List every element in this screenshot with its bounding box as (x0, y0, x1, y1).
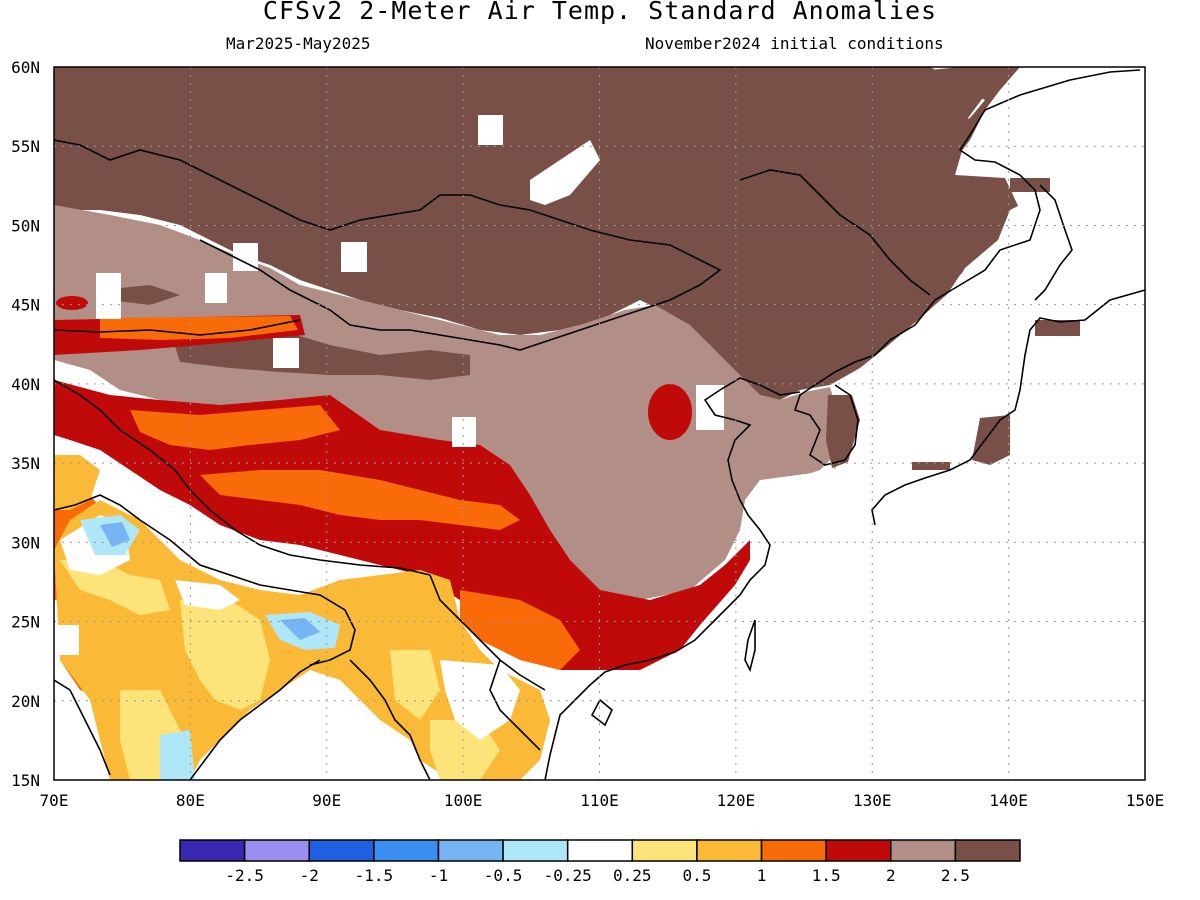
longitude-label: 130E (853, 791, 892, 810)
latitude-label: 60N (11, 58, 40, 77)
legend-label: -0.25 (544, 866, 592, 885)
legend-swatch (631, 839, 698, 862)
latitude-label: 20N (11, 692, 40, 711)
anomaly-region-dark-brown (54, 67, 1050, 400)
latitude-label: 40N (11, 375, 40, 394)
longitude-label: 140E (989, 791, 1028, 810)
legend-swatch (437, 839, 504, 862)
latitude-label: 30N (11, 533, 40, 552)
longitude-label: 150E (1126, 791, 1165, 810)
legend-swatch (954, 839, 1021, 862)
forecast-period: Mar2025-May2025 (226, 34, 371, 53)
legend-label: 0.5 (682, 866, 711, 885)
latitude-label: 45N (11, 296, 40, 315)
legend-swatch (243, 839, 310, 862)
latitude-label: 55N (11, 137, 40, 156)
longitude-label: 80E (176, 791, 205, 810)
color-legend (179, 839, 1021, 862)
legend-swatch (373, 839, 440, 862)
legend-swatch (179, 839, 246, 862)
legend-label: 0.25 (613, 866, 652, 885)
legend-label: -2.5 (225, 866, 264, 885)
legend-swatch (696, 839, 763, 862)
longitude-labels: 70E 80E 90E 100E 110E 120E 130E 140E 150E (40, 791, 1165, 810)
latitude-labels: 60N 55N 50N 45N 40N 35N 30N 25N 20N 15N (11, 58, 40, 790)
initial-conditions: November2024 initial conditions (645, 34, 944, 53)
legend-swatch (308, 839, 375, 862)
longitude-label: 110E (580, 791, 619, 810)
latitude-label: 15N (11, 771, 40, 790)
legend-swatch (890, 839, 957, 862)
map-title: CFSv2 2-Meter Air Temp. Standard Anomali… (262, 0, 938, 25)
longitude-label: 100E (444, 791, 483, 810)
legend-swatch (566, 839, 634, 862)
color-legend-labels: -2.5 -2 -1.5 -1 -0.5 -0.25 0.25 0.5 1 1.5 2 2.5 (225, 866, 969, 885)
legend-label: -1 (429, 866, 448, 885)
anomaly-region-light-yellow (60, 560, 500, 780)
longitude-label: 120E (717, 791, 756, 810)
legend-label: 2 (886, 866, 896, 885)
anomaly-field (54, 67, 1145, 780)
anomaly-region-light-brown (54, 205, 840, 600)
legend-swatch (502, 839, 569, 862)
latitude-label: 35N (11, 454, 40, 473)
legend-label: -1.5 (355, 866, 394, 885)
legend-swatch (760, 839, 827, 862)
coastlines (54, 69, 1145, 780)
legend-label: -0.5 (484, 866, 523, 885)
legend-label: 1 (757, 866, 767, 885)
anomaly-region-orange (54, 316, 580, 700)
latitude-label: 50N (11, 216, 40, 235)
legend-label: 2.5 (941, 866, 970, 885)
legend-label: 1.5 (812, 866, 841, 885)
grid-lines (54, 67, 1145, 780)
legend-label: -2 (300, 866, 319, 885)
latitude-label: 25N (11, 613, 40, 632)
legend-swatch (825, 839, 892, 862)
map-frame (53, 66, 1146, 781)
longitude-label: 90E (312, 791, 341, 810)
longitude-label: 70E (40, 791, 69, 810)
